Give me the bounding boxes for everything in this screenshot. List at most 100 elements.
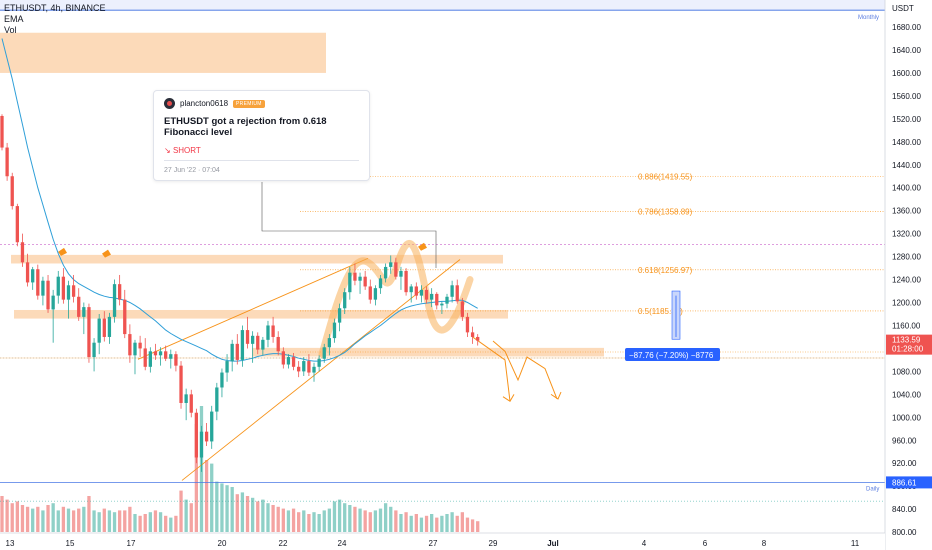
candle[interactable] [460, 297, 464, 321]
candle[interactable] [138, 335, 142, 358]
price-axis-bg[interactable] [885, 0, 932, 550]
candle[interactable] [256, 332, 260, 355]
candle[interactable] [450, 280, 454, 303]
candle[interactable] [312, 362, 316, 382]
candle[interactable] [445, 293, 449, 309]
candle[interactable] [302, 357, 306, 376]
candle[interactable] [0, 114, 4, 151]
candle[interactable] [358, 272, 362, 294]
wedge-lower-line[interactable] [181, 259, 461, 481]
candle[interactable] [46, 274, 50, 313]
candle[interactable] [15, 203, 19, 247]
candle[interactable] [199, 425, 204, 472]
candle[interactable] [322, 343, 326, 363]
candle[interactable] [148, 347, 152, 373]
candle[interactable] [204, 423, 209, 447]
candle[interactable] [271, 316, 275, 343]
candle[interactable] [363, 270, 367, 290]
candle[interactable] [297, 361, 301, 378]
candle[interactable] [378, 274, 383, 294]
candle[interactable] [10, 172, 14, 210]
head-shoulders-highlight[interactable] [318, 239, 474, 358]
candle[interactable] [71, 274, 76, 303]
candle[interactable] [87, 303, 91, 363]
candle[interactable] [102, 311, 106, 342]
candle[interactable] [353, 263, 357, 286]
candle[interactable] [348, 266, 352, 300]
current-price-tag[interactable] [886, 334, 932, 355]
candle[interactable] [97, 314, 101, 355]
symbol-title[interactable]: ETHUSDT, 4h, BINANCE [4, 3, 106, 13]
candle[interactable] [184, 388, 188, 421]
candle[interactable] [174, 351, 178, 372]
candle[interactable] [286, 354, 291, 369]
idea-title[interactable]: ETHUSDT got a rejection from 0.618 Fibon… [164, 116, 327, 138]
candle[interactable] [123, 289, 127, 339]
candle[interactable] [77, 288, 81, 321]
candle[interactable] [394, 257, 398, 280]
candle[interactable] [235, 334, 239, 365]
zone-rect[interactable] [11, 254, 503, 264]
candle[interactable] [92, 338, 96, 372]
projection-arrow[interactable] [472, 336, 511, 402]
trade-idea-card[interactable]: plancton0618 PREMIUM ETHUSDT got a rejec… [153, 90, 370, 181]
candle[interactable] [107, 312, 112, 344]
candle[interactable] [179, 361, 183, 409]
candle[interactable] [373, 285, 378, 306]
candle[interactable] [250, 331, 255, 363]
candle[interactable] [230, 339, 234, 372]
candle[interactable] [164, 345, 168, 362]
candle[interactable] [112, 279, 117, 323]
candle[interactable] [327, 334, 332, 356]
candle[interactable] [399, 266, 403, 290]
candle[interactable] [36, 264, 40, 300]
candle[interactable] [276, 331, 280, 356]
candle[interactable] [82, 302, 86, 335]
candle[interactable] [51, 289, 55, 343]
ema-indicator-label[interactable]: EMA [4, 14, 24, 24]
candle[interactable] [189, 389, 193, 418]
candle[interactable] [117, 274, 122, 306]
candle[interactable] [332, 318, 337, 343]
candle[interactable] [368, 279, 372, 304]
candle[interactable] [153, 343, 158, 360]
author-name[interactable]: plancton0618 [180, 99, 229, 108]
candle[interactable] [220, 368, 224, 398]
candle[interactable] [5, 142, 9, 181]
candle[interactable] [430, 288, 434, 308]
candle[interactable] [31, 266, 35, 290]
volume-indicator-label[interactable]: Vol [4, 25, 17, 35]
candle[interactable] [414, 282, 418, 300]
candle[interactable] [337, 303, 342, 332]
candle[interactable] [424, 286, 429, 304]
zone-rect[interactable] [0, 32, 326, 73]
candle[interactable] [455, 279, 459, 304]
candle[interactable] [56, 270, 60, 304]
candle[interactable] [128, 324, 132, 363]
candle[interactable] [476, 334, 480, 346]
candle[interactable] [404, 268, 408, 296]
candle[interactable] [317, 355, 321, 372]
candle[interactable] [20, 233, 25, 267]
candle[interactable] [409, 284, 413, 303]
ema-polyline[interactable] [1, 38, 478, 362]
candle[interactable] [210, 405, 214, 449]
candle[interactable] [419, 285, 424, 303]
candle[interactable] [143, 338, 147, 371]
candle[interactable] [343, 288, 347, 314]
measure-label-bg[interactable] [625, 348, 720, 361]
candle[interactable] [440, 301, 444, 314]
candle[interactable] [435, 292, 439, 310]
wedge-upper-line[interactable] [137, 257, 369, 360]
candle[interactable] [41, 276, 45, 306]
candle[interactable] [240, 325, 245, 367]
candle[interactable] [169, 349, 173, 369]
daily-price-tag[interactable] [886, 476, 932, 489]
zone-rect[interactable] [14, 309, 508, 319]
candle[interactable] [66, 280, 71, 319]
candle[interactable] [291, 353, 296, 371]
candle[interactable] [158, 347, 163, 366]
candle[interactable] [389, 255, 393, 274]
candle[interactable] [194, 408, 199, 464]
